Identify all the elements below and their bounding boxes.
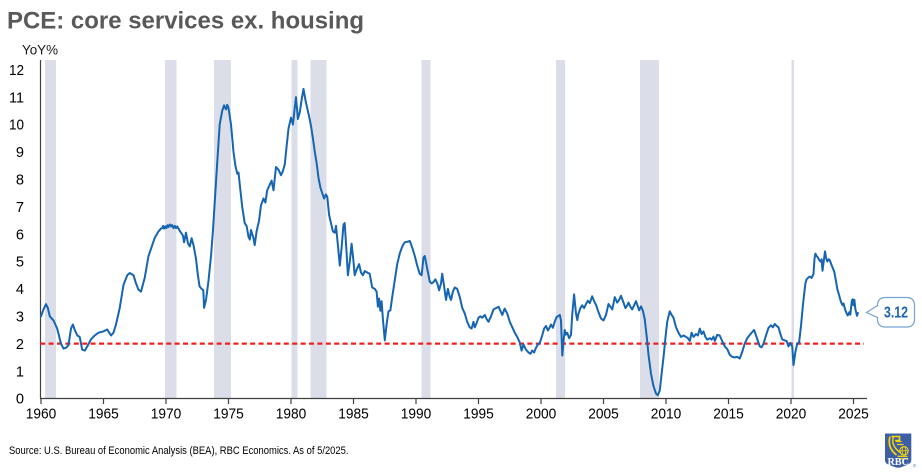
svg-text:®: ® (913, 462, 917, 469)
svg-text:Source: U.S. Bureau of Economi: Source: U.S. Bureau of Economic Analysis… (9, 445, 349, 457)
svg-text:6: 6 (16, 227, 24, 243)
svg-text:1990: 1990 (401, 406, 432, 422)
svg-text:2: 2 (16, 337, 24, 353)
svg-text:PCE: core services ex. housing: PCE: core services ex. housing (7, 8, 364, 35)
svg-text:4: 4 (16, 282, 24, 298)
svg-text:1970: 1970 (151, 406, 182, 422)
svg-text:2005: 2005 (588, 406, 619, 422)
svg-text:2015: 2015 (713, 406, 744, 422)
svg-text:1995: 1995 (463, 406, 494, 422)
svg-text:8: 8 (16, 173, 24, 189)
svg-text:2010: 2010 (651, 406, 682, 422)
svg-text:1960: 1960 (26, 406, 57, 422)
svg-text:10: 10 (9, 118, 24, 134)
svg-text:2020: 2020 (776, 406, 807, 422)
svg-text:2025: 2025 (838, 406, 869, 422)
svg-text:RBC: RBC (887, 457, 909, 468)
svg-text:1985: 1985 (338, 406, 369, 422)
svg-text:11: 11 (9, 90, 24, 106)
svg-text:3.12: 3.12 (884, 305, 908, 322)
svg-text:5: 5 (16, 255, 24, 271)
svg-text:1: 1 (16, 364, 24, 380)
svg-text:1980: 1980 (276, 406, 307, 422)
svg-text:12: 12 (9, 63, 24, 79)
svg-text:3: 3 (16, 310, 24, 326)
svg-text:1975: 1975 (213, 406, 244, 422)
svg-text:7: 7 (16, 200, 24, 216)
svg-text:YoY%: YoY% (22, 42, 58, 58)
svg-text:2000: 2000 (526, 406, 557, 422)
svg-text:9: 9 (16, 145, 24, 161)
svg-text:0: 0 (16, 392, 24, 408)
svg-text:1965: 1965 (88, 406, 119, 422)
